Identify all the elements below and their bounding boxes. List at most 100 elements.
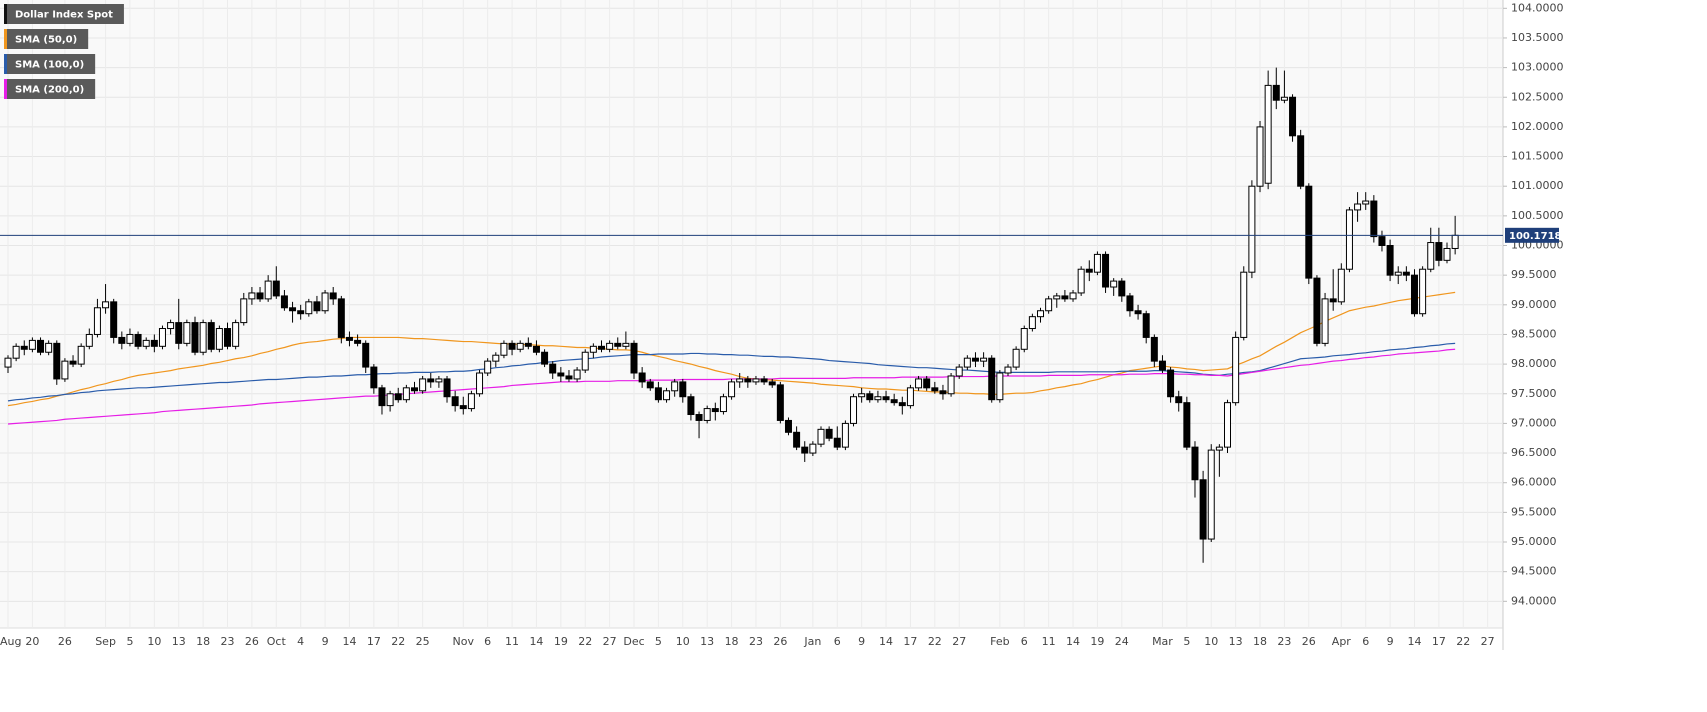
candle-body [1410, 274, 1418, 315]
x-tick-label: Dec [623, 635, 644, 648]
candle-body [142, 339, 150, 347]
x-tick-label: 14 [342, 635, 356, 648]
sma-line [7, 291, 1456, 407]
candle-body [207, 322, 215, 350]
candle-body [77, 345, 85, 365]
candle-body [955, 366, 963, 377]
x-tick-label: 14 [529, 635, 543, 648]
y-tick-label: 102.0000 [1511, 120, 1564, 133]
candle-body [93, 307, 101, 335]
candle-body [858, 393, 866, 398]
candle-body [1020, 328, 1028, 350]
candle-body [516, 342, 524, 350]
x-tick-label: 24 [1115, 635, 1129, 648]
candle-body [654, 387, 662, 401]
x-tick-label: 19 [1090, 635, 1104, 648]
x-tick-label: 17 [367, 635, 381, 648]
candle-body [573, 369, 581, 380]
candle-body [1402, 271, 1410, 276]
candle-body [638, 372, 646, 383]
candle-body [102, 301, 110, 309]
candle-body [1045, 298, 1053, 312]
candle-body [719, 396, 727, 413]
candle-body [248, 292, 256, 300]
candle-body [199, 322, 207, 353]
candle-body [971, 357, 979, 362]
x-tick-label: 14 [879, 635, 893, 648]
candle-body [321, 292, 329, 312]
candle-body [1053, 295, 1061, 300]
candle-body [1085, 268, 1093, 273]
candle-body [280, 295, 288, 309]
candle-body [703, 408, 711, 421]
x-tick-label: 5 [126, 635, 133, 648]
legend-box [4, 4, 124, 24]
candle-body [906, 387, 914, 407]
candle-body [711, 408, 719, 413]
candle-body [1069, 292, 1077, 300]
candle-body [1183, 402, 1191, 448]
candle-body [378, 387, 386, 407]
candle-body [411, 387, 418, 392]
x-tick-label: Mar [1152, 635, 1173, 648]
candle-body [923, 378, 931, 389]
legend-box [4, 79, 96, 99]
candle-body [134, 333, 142, 347]
x-tick-label: 18 [1253, 635, 1267, 648]
candle-body [12, 345, 20, 359]
candle-body [337, 298, 345, 338]
candle-body [898, 402, 906, 407]
sma-line [7, 348, 1456, 425]
legend-box [4, 29, 89, 49]
x-tick-label: Aug [0, 635, 21, 648]
candle-body [264, 280, 272, 300]
y-tick-label: 96.5000 [1511, 446, 1557, 459]
candle-body [443, 378, 451, 398]
x-tick-label: 26 [245, 635, 259, 648]
candle-body [988, 357, 996, 401]
candle-body [581, 351, 589, 371]
candle-body [183, 322, 191, 344]
candle-body [1232, 336, 1240, 404]
x-tick-label: 10 [676, 635, 690, 648]
candle-body [1224, 402, 1231, 448]
candle-body [451, 396, 459, 407]
candle-body [476, 372, 484, 395]
candle-body [809, 443, 817, 454]
candle-body [589, 345, 597, 353]
x-tick-label: 5 [655, 635, 662, 648]
x-tick-label: 10 [1204, 635, 1218, 648]
x-tick-label: 22 [928, 635, 942, 648]
candle-body [272, 280, 280, 297]
candle-body [1370, 200, 1378, 238]
candle-body [110, 301, 118, 338]
candle-body [524, 342, 532, 347]
candle-body [1215, 446, 1223, 451]
candle-body [1240, 271, 1248, 338]
candle-body [752, 378, 760, 383]
y-tick-label: 103.0000 [1511, 61, 1564, 74]
x-tick-label: 17 [1432, 635, 1446, 648]
x-tick-label: Apr [1332, 635, 1352, 648]
candle-body [557, 372, 565, 377]
candle-body [313, 301, 321, 312]
candle-body [1110, 280, 1118, 288]
candle-body [1167, 369, 1175, 398]
candle-body [671, 381, 679, 392]
candle-body [1313, 277, 1321, 344]
candle-body [1126, 295, 1134, 312]
candle-body [1134, 310, 1142, 315]
candle-body [1118, 280, 1126, 297]
candle-body [1443, 247, 1451, 261]
candle-body [305, 301, 313, 315]
candle-body [1175, 396, 1183, 404]
candle-body [744, 378, 752, 383]
candle-body [1102, 253, 1110, 288]
x-tick-label: 6 [1021, 635, 1028, 648]
x-tick-label: Oct [267, 635, 287, 648]
candle-body [1077, 268, 1085, 294]
legend-swatch [4, 4, 7, 24]
candle-body [597, 345, 605, 350]
candle-body [1435, 242, 1443, 261]
y-tick-label: 94.0000 [1511, 594, 1557, 607]
